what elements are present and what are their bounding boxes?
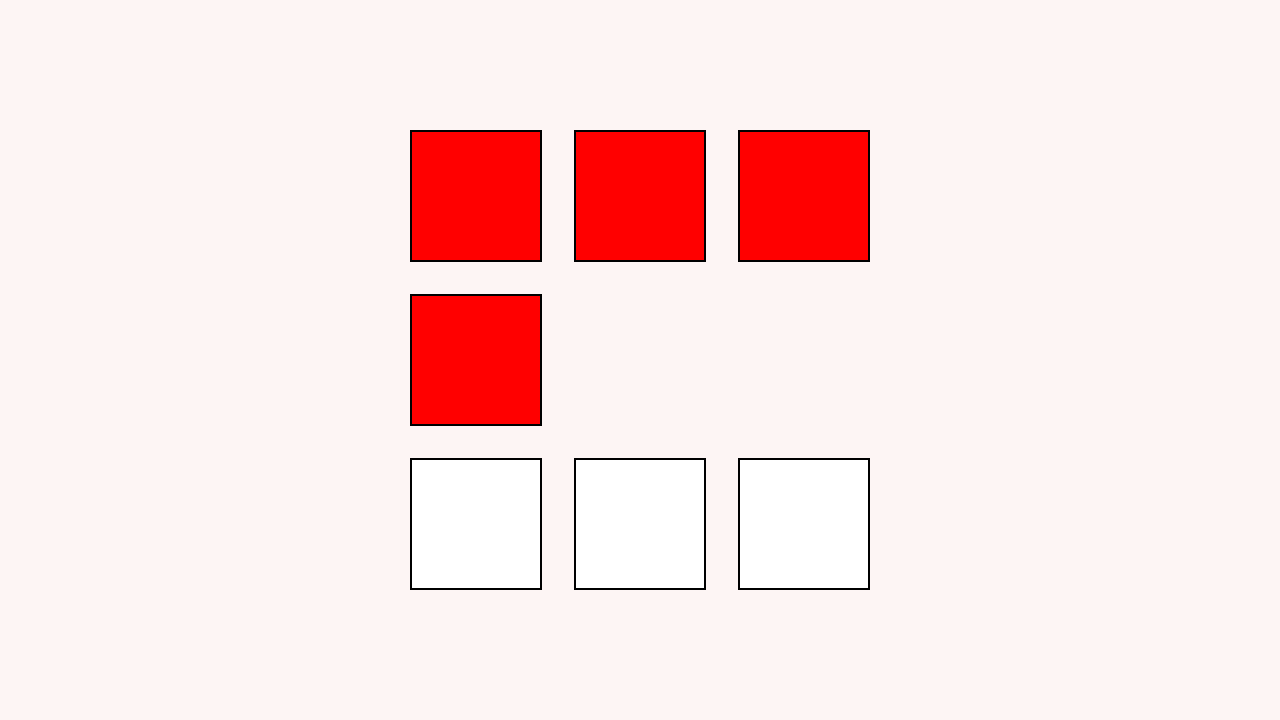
grid-cell-2-2 [738, 458, 870, 590]
square-grid [410, 130, 870, 590]
grid-cell-1-0 [410, 294, 542, 426]
grid-cell-0-2 [738, 130, 870, 262]
grid-cell-0-1 [574, 130, 706, 262]
grid-cell-2-1 [574, 458, 706, 590]
grid-cell-2-0 [410, 458, 542, 590]
grid-cell-0-0 [410, 130, 542, 262]
